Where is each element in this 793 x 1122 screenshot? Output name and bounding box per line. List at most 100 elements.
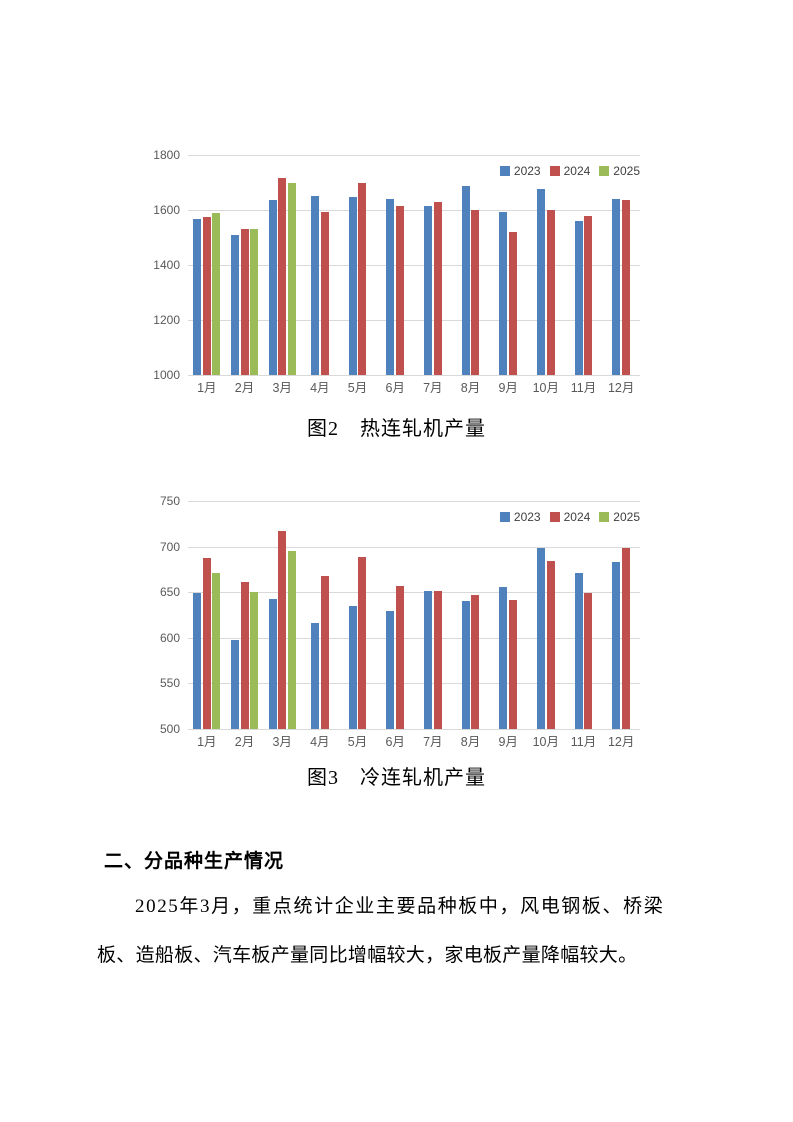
bar-2025-3月 — [287, 183, 296, 375]
bar-2024-1月 — [202, 557, 211, 729]
bar-2024-7月 — [433, 202, 442, 375]
legend-item-2025: 2025 — [599, 511, 640, 523]
bar-2023-9月 — [499, 212, 508, 375]
y-axis-tick-label: 1000 — [153, 368, 180, 382]
bar-2023-7月 — [424, 591, 433, 729]
x-axis-tick-label: 7月 — [423, 735, 443, 749]
legend-label: 2023 — [513, 164, 541, 178]
legend-label: 2024 — [563, 164, 591, 178]
x-axis-tick-label: 1月 — [197, 735, 217, 749]
chart-legend: 2023 2024 2025 — [499, 510, 640, 524]
bar-2023-1月 — [193, 593, 202, 729]
bar-2025-2月 — [250, 592, 258, 729]
bar-2023-8月 — [461, 186, 470, 375]
legend-label: 2025 — [613, 164, 640, 178]
section-heading: 二、分品种生产情况 — [104, 851, 285, 872]
gridline — [188, 501, 640, 502]
y-axis-tick-label: 600 — [159, 630, 180, 645]
x-axis-tick-label: 1月 — [197, 381, 217, 395]
x-axis-tick-label: 5月 — [347, 381, 368, 395]
x-axis-tick-label: 11月 — [570, 735, 597, 749]
x-axis-tick-label: 3月 — [272, 735, 292, 749]
bar-2025-1月 — [212, 573, 221, 729]
y-axis-tick-label: 1600 — [153, 203, 180, 217]
gridline — [188, 546, 640, 548]
bar-2024-11月 — [584, 593, 593, 729]
y-axis-tick-label: 550 — [159, 676, 180, 691]
bar-2024-6月 — [395, 206, 404, 375]
figure-2-caption: 图2 热连轧机产量 — [307, 418, 486, 440]
cold-rolling-mill-chart: 500 550 600 650 700 750 1月 2月 3月 4月 5月 6月 7月 8月 9月 10月 1… — [144, 491, 664, 761]
bar-2023-11月 — [574, 573, 583, 729]
bar-2024-12月 — [621, 548, 630, 729]
bar-2023-11月 — [574, 221, 583, 375]
bar-2023-3月 — [268, 598, 277, 729]
x-axis-tick-label: 9月 — [498, 735, 518, 749]
legend-swatch-2024 — [549, 512, 560, 522]
legend-item-2024: 2024 — [549, 164, 591, 178]
legend-label: 2023 — [513, 510, 541, 524]
legend-item-2023: 2023 — [499, 510, 541, 524]
legend-label: 2024 — [563, 510, 591, 524]
bar-2023-5月 — [348, 605, 357, 729]
gridline — [188, 683, 640, 685]
bar-2024-8月 — [471, 210, 480, 375]
bar-2023-9月 — [499, 586, 508, 729]
x-axis-tick-label: 12月 — [607, 735, 635, 749]
paragraph-line-1: 2025年3月，重点统计企业主要品种板中，风电钢板、桥梁 — [135, 896, 665, 917]
bar-2024-9月 — [508, 600, 517, 729]
bar-2023-2月 — [231, 234, 239, 375]
x-axis-tick-label: 6月 — [385, 735, 405, 749]
bar-2024-11月 — [584, 215, 593, 375]
legend-swatch-2024 — [549, 166, 560, 176]
bar-2024-1月 — [202, 216, 211, 375]
bar-2024-5月 — [358, 183, 367, 375]
gridline — [188, 592, 640, 594]
x-axis-tick-label: 11月 — [570, 381, 597, 395]
bar-2023-3月 — [268, 200, 277, 375]
x-axis-tick-label: 10月 — [532, 735, 559, 749]
bar-2024-4月 — [320, 212, 329, 375]
gridline — [188, 320, 640, 321]
bar-2024-2月 — [240, 229, 249, 375]
bar-2024-8月 — [471, 594, 480, 729]
bar-2023-2月 — [231, 639, 239, 729]
bar-2025-1月 — [212, 213, 221, 375]
x-axis-tick-label: 6月 — [385, 381, 405, 395]
bar-2024-3月 — [278, 531, 287, 729]
bar-2023-12月 — [612, 198, 621, 376]
bar-2024-4月 — [320, 575, 329, 729]
bar-2023-7月 — [424, 205, 433, 375]
chart-legend: 2023 2024 2025 — [499, 164, 640, 178]
gridline — [188, 375, 640, 376]
x-axis-tick-label: 9月 — [498, 381, 518, 395]
gridline — [188, 155, 640, 156]
bar-2023-10月 — [537, 548, 546, 729]
legend-item-2025: 2025 — [599, 165, 640, 177]
legend-swatch-2023 — [499, 166, 510, 176]
hot-rolling-mill-chart: 1000 1200 1400 1600 1800 1月 2月 3月 4月 5月 6月 7月 8月 9月 10… — [144, 145, 664, 405]
x-axis-tick-label: 3月 — [272, 381, 292, 395]
y-axis-tick-label: 1400 — [153, 258, 180, 272]
bar-2024-12月 — [621, 199, 630, 375]
bar-2024-6月 — [395, 585, 404, 729]
gridline — [188, 210, 640, 211]
y-axis-tick-label: 1800 — [153, 148, 180, 162]
figure-3-caption: 图3 冷连轧机产量 — [307, 767, 486, 789]
paragraph-line-2: 板、造船板、汽车板产量同比增幅较大，家电板产量降幅较大。 — [97, 945, 638, 966]
legend-item-2023: 2023 — [499, 164, 541, 178]
bar-2024-5月 — [358, 556, 367, 729]
y-axis-tick-label: 1200 — [153, 313, 180, 327]
bar-2025-3月 — [287, 551, 296, 729]
legend-swatch-2025 — [599, 166, 610, 176]
gridline — [188, 637, 640, 639]
x-axis-tick-label: 5月 — [347, 735, 368, 749]
bar-2023-4月 — [311, 623, 320, 729]
bar-2023-5月 — [348, 196, 357, 375]
bar-2023-1月 — [193, 219, 202, 375]
bar-2024-10月 — [546, 210, 555, 375]
bar-2023-12月 — [612, 562, 621, 729]
y-axis-tick-label: 750 — [159, 494, 180, 508]
bar-2024-9月 — [508, 232, 517, 375]
bar-2025-2月 — [250, 229, 258, 375]
